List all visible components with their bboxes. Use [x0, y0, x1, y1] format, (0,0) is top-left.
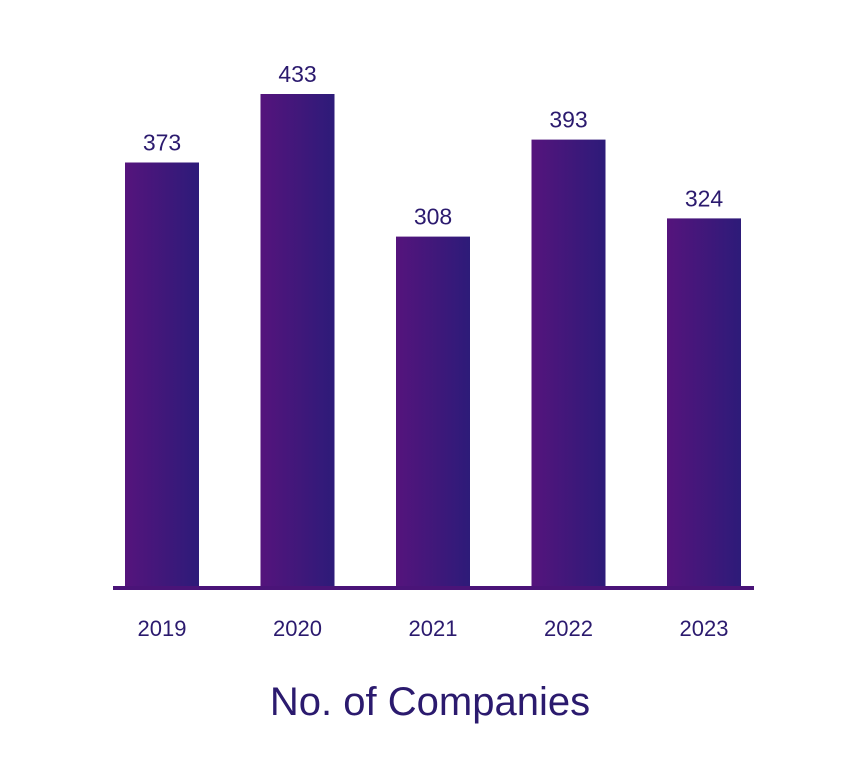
value-label-2022: 393: [549, 107, 587, 133]
bar-2020: [260, 94, 335, 588]
value-label-2020: 433: [278, 61, 316, 87]
bar-2021: [396, 236, 470, 588]
x-tick-label-2020: 2020: [273, 616, 322, 641]
tick-labels-layer: 2019 2020 2021 2022 2023: [138, 616, 729, 641]
bar-chart: 373 433 308 393 324 2019 2020 2021 2022 2023: [113, 61, 754, 641]
bar-2023: [667, 218, 741, 588]
x-tick-label-2021: 2021: [409, 616, 458, 641]
bars-layer: [125, 94, 741, 588]
bar-2022: [531, 139, 606, 588]
value-labels-layer: 373 433 308 393 324: [143, 61, 724, 230]
chart-title: No. of Companies: [269, 680, 591, 724]
value-label-2021: 308: [414, 204, 452, 230]
value-label-2019: 373: [143, 130, 181, 156]
x-tick-label-2022: 2022: [544, 616, 593, 641]
x-tick-label-2019: 2019: [138, 616, 187, 641]
x-tick-label-2023: 2023: [680, 616, 729, 641]
bar-2019: [125, 162, 199, 588]
value-label-2023: 324: [685, 185, 724, 211]
